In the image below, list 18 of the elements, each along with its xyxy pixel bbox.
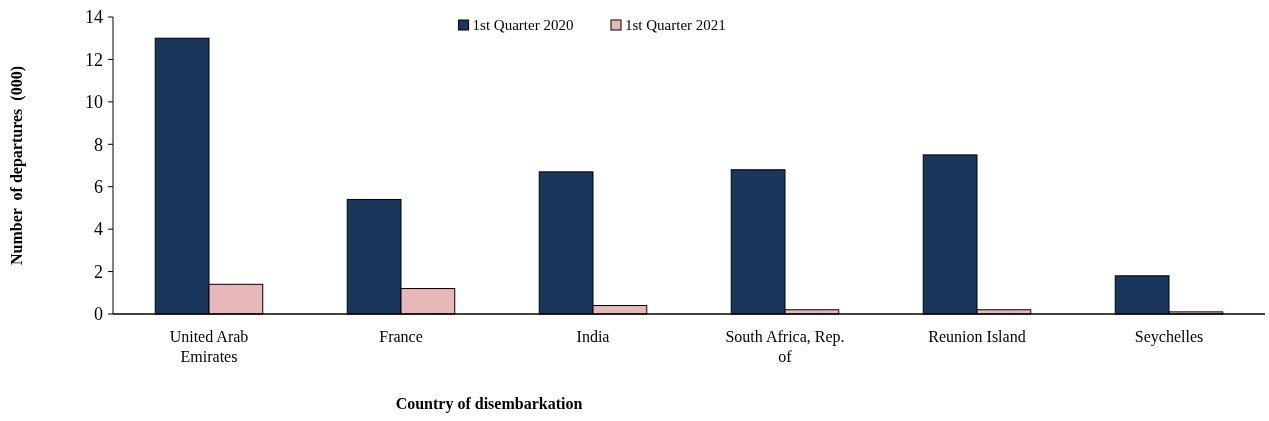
x-tick-label: United Arab Emirates xyxy=(169,328,249,365)
x-tick-label: Seychelles xyxy=(1134,328,1204,346)
x-tick-label: India xyxy=(576,328,610,345)
y-tick-label: 2 xyxy=(94,261,103,282)
x-tick-label: France xyxy=(379,328,423,345)
legend-label: 1st Quarter 2021 xyxy=(625,17,726,34)
y-axis-title: Number of departures (000) xyxy=(8,66,26,265)
y-tick-label: 8 xyxy=(94,134,103,155)
y-tick-label: 4 xyxy=(94,219,103,240)
legend-label: 1st Quarter 2020 xyxy=(472,17,574,34)
y-tick-label: 10 xyxy=(85,92,103,113)
x-tick-label: South Africa, Rep. of xyxy=(725,328,845,365)
x-tick-label: Reunion Island xyxy=(928,328,1026,345)
y-tick-label: 14 xyxy=(85,7,103,28)
x-axis-title: Country of disembarkation xyxy=(395,395,583,413)
y-tick-label: 12 xyxy=(85,49,103,70)
y-tick-label: 0 xyxy=(94,304,103,325)
y-tick-label: 6 xyxy=(94,177,103,198)
